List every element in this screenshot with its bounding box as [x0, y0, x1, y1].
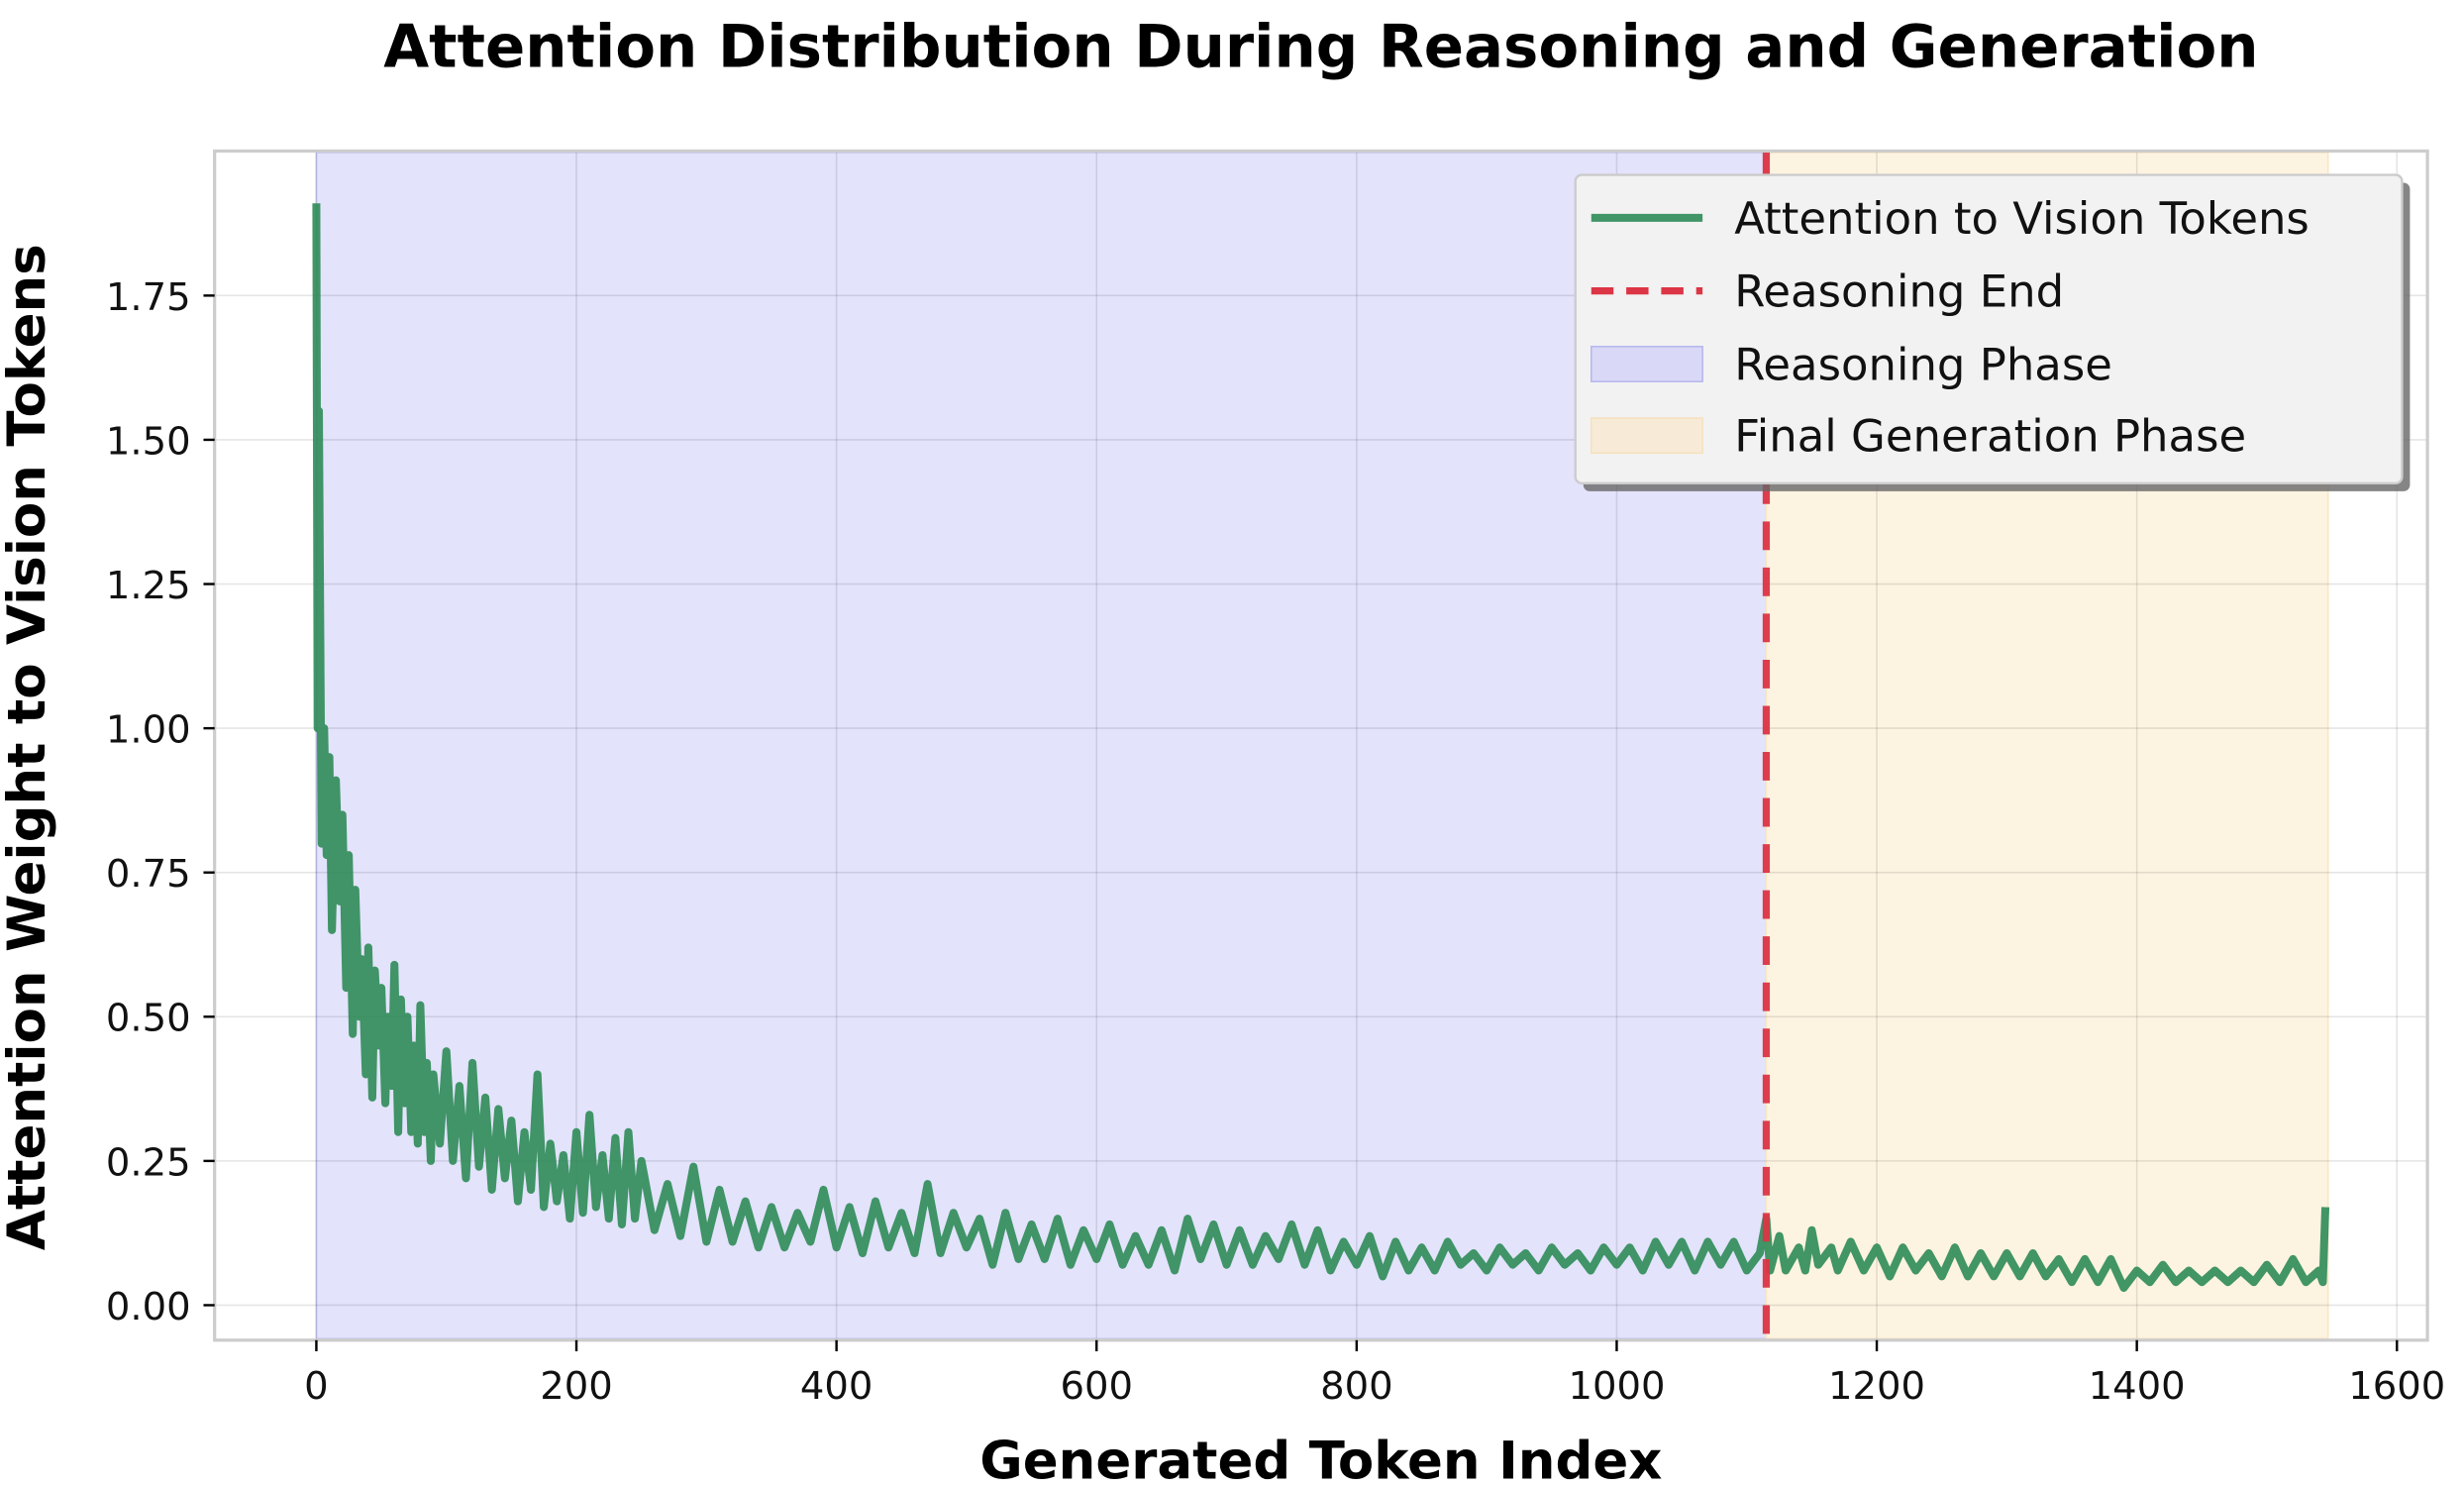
x-tick-label: 1600: [2348, 1364, 2445, 1409]
legend-label-reasoning-end: Reasoning End: [1734, 266, 2064, 318]
y-tick-label: 1.50: [106, 419, 191, 464]
x-tick-label: 1000: [1568, 1364, 1665, 1409]
legend-label-reasoning-phase: Reasoning Phase: [1734, 339, 2112, 391]
y-tick-label: 0.50: [106, 997, 191, 1041]
x-tick-label: 1200: [1828, 1364, 1925, 1409]
legend-label-final-phase: Final Generation Phase: [1734, 410, 2246, 463]
x-tick-label: 800: [1320, 1364, 1393, 1409]
y-tick-label: 1.00: [106, 708, 191, 753]
x-tick-label: 400: [800, 1364, 873, 1409]
legend-final-swatch: [1590, 417, 1703, 455]
chart-title: Attention Distribution During Reasoning …: [383, 13, 2258, 81]
x-tick-label: 0: [304, 1364, 329, 1409]
legend-reasoning-swatch: [1590, 346, 1703, 382]
plot-frame: [213, 149, 2429, 1342]
y-tick-label: 0.75: [106, 852, 191, 897]
y-axis-label: Attention Weight to Vision Tokens: [0, 244, 57, 1250]
region-reasoning-phase: [315, 152, 1768, 1339]
x-tick-label: 200: [540, 1364, 613, 1409]
legend: Attention to Vision Tokens Reasoning End…: [1574, 173, 2411, 491]
ticks: 0 200 400 600 800 1000 1200 1400 1600 0.00 0.25 0.5…: [106, 275, 2445, 1409]
legend-label-attention: Attention to Vision Tokens: [1734, 192, 2310, 245]
y-tick-label: 0.25: [106, 1140, 191, 1185]
x-tick-label: 600: [1060, 1364, 1133, 1409]
x-tick-label: 1400: [2089, 1364, 2186, 1409]
y-tick-label: 1.75: [106, 275, 191, 320]
series-line-attention: [312, 203, 2330, 1292]
x-axis-label: Generated Token Index: [979, 1431, 1662, 1488]
y-tick-label: 1.25: [106, 564, 191, 608]
y-tick-label: 0.00: [106, 1285, 191, 1329]
